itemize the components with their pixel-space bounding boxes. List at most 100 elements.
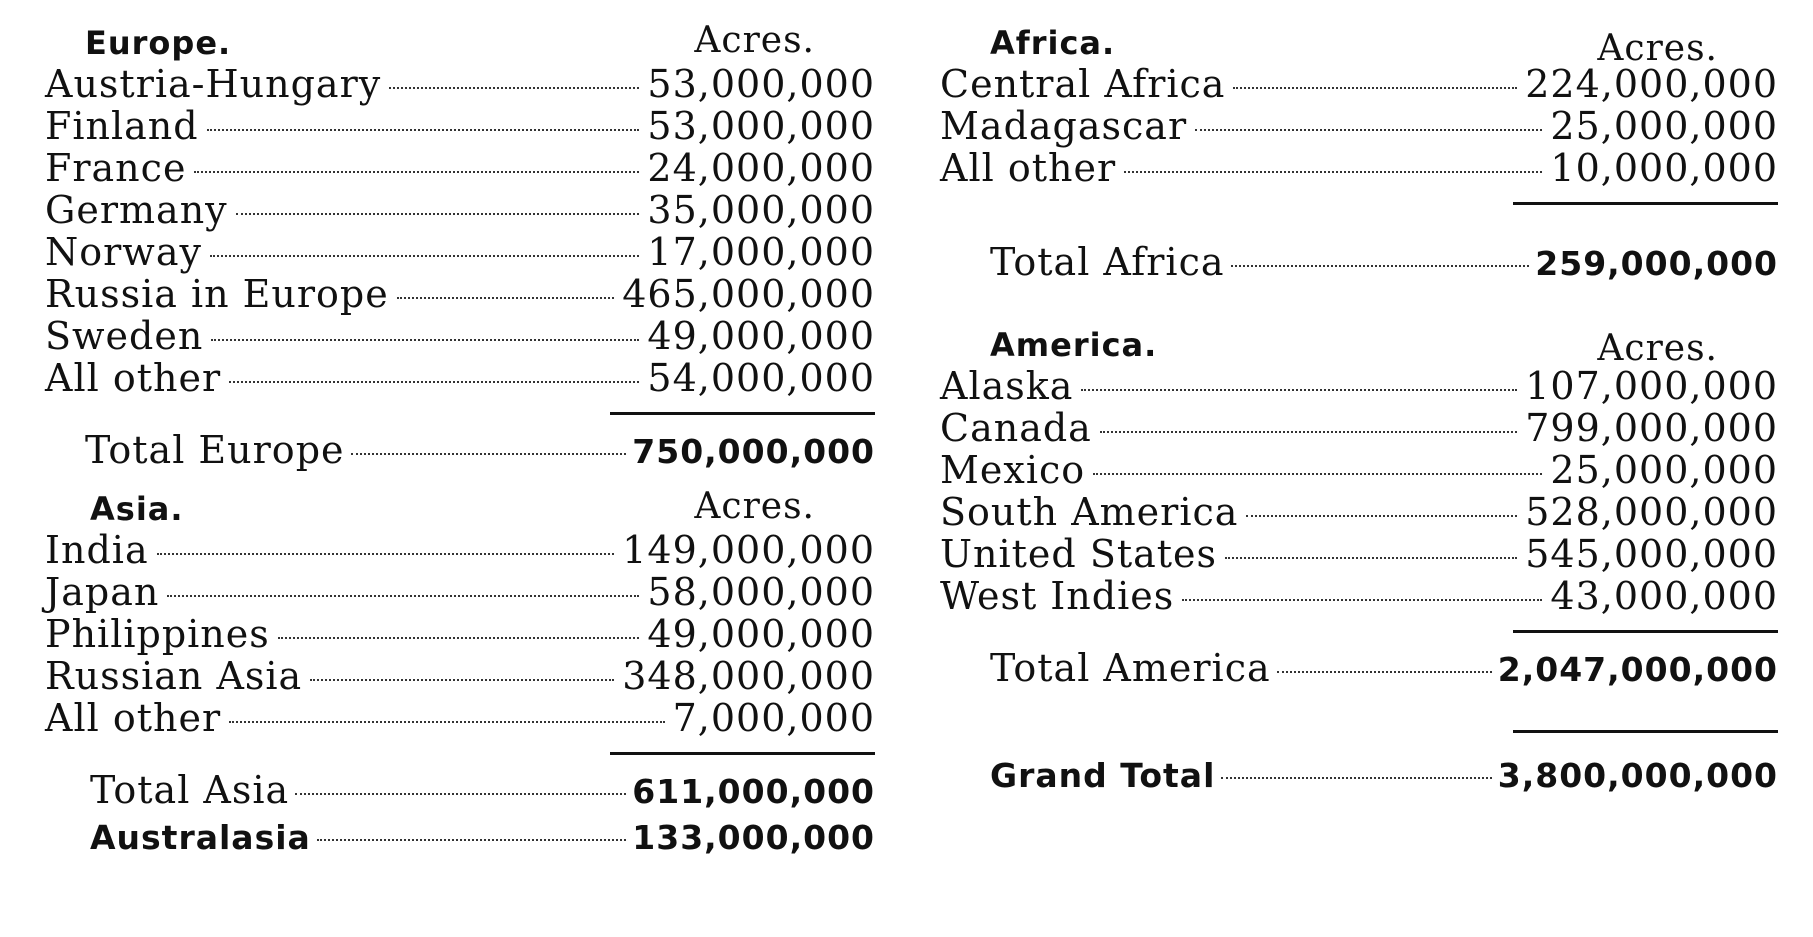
row-value: 53,000,000 [647,62,875,106]
africa-acres-label: Acres. [1597,28,1718,69]
sum-rule-line [610,412,875,415]
row-name: India [45,528,149,572]
dot-leader [211,339,640,341]
row-value: 17,000,000 [647,230,875,274]
america-acres-label: Acres. [1597,328,1718,369]
asia-header: Asia. Acres. [45,484,875,528]
sum-rule-line [1513,202,1778,205]
table-row: Russia in Europe 465,000,000 [45,272,875,316]
row-value: 10,000,000 [1550,146,1778,190]
table-row: France 24,000,000 [45,146,875,190]
dot-leader [1093,473,1543,475]
dot-leader [235,213,640,215]
dot-leader [194,171,640,173]
grand-total-row: Grand Total 3,800,000,000 [940,756,1778,806]
africa-title: Africa. [990,24,1116,62]
row-name: United States [940,532,1218,576]
table-row: Central Africa 224,000,000 [940,62,1778,106]
row-value: 58,000,000 [647,570,875,614]
dot-leader [156,553,615,555]
table-row: West Indies 43,000,000 [940,574,1778,618]
dot-leader [1230,265,1530,267]
row-value: 49,000,000 [647,612,875,656]
dot-leader [389,87,640,89]
africa-sum-rule [940,188,1778,218]
grand-total-label: Grand Total [990,756,1216,795]
dot-leader [310,679,615,681]
row-name: Austria-Hungary [45,62,382,106]
dot-leader [396,297,615,299]
europe-acres-label: Acres. [694,20,815,61]
dot-leader [1225,557,1518,559]
row-name: Russian Asia [45,654,303,698]
table-row: Norway 17,000,000 [45,230,875,274]
row-name: France [45,146,187,190]
grand-total-value: 3,800,000,000 [1497,756,1778,795]
america-total-row: Total America 2,047,000,000 [940,646,1778,696]
asia-sum-rule [45,738,875,768]
dot-leader [1276,671,1492,673]
australasia-value: 133,000,000 [632,818,875,857]
europe-sum-rule [45,398,875,428]
row-value: 35,000,000 [647,188,875,232]
row-name: Norway [45,230,202,274]
row-value: 348,000,000 [622,654,875,698]
table-row: Sweden 49,000,000 [45,314,875,358]
dot-leader [350,453,627,455]
row-name: Sweden [45,314,204,358]
africa-section: Africa. Acres. Central Africa 224,000,000… [940,18,1778,290]
america-sum-rule [940,616,1778,646]
dot-leader [1081,389,1518,391]
total-label: Total Africa [990,240,1225,284]
total-value: 750,000,000 [632,432,875,471]
total-value: 2,047,000,000 [1497,650,1778,689]
left-column: Europe. Acres. Austria-Hungary 53,000,000… [45,18,875,862]
total-label: Total Europe [85,428,345,472]
row-value: 224,000,000 [1525,62,1778,106]
row-name: All other [940,146,1117,190]
dot-leader [1099,431,1518,433]
australasia-label: Australasia [90,818,311,857]
sum-rule-line [1513,730,1778,733]
australasia-row: Australasia 133,000,000 [45,818,875,862]
row-name: Germany [45,188,228,232]
dot-leader [295,793,627,795]
dot-leader [209,255,640,257]
dot-leader [1246,515,1518,517]
table-row: India 149,000,000 [45,528,875,572]
dot-leader [1233,87,1518,89]
total-value: 611,000,000 [632,772,875,811]
dot-leader [167,595,640,597]
row-value: 528,000,000 [1525,490,1778,534]
america-title: America. [990,326,1158,364]
table-row: South America 528,000,000 [940,490,1778,534]
table-row: Canada 799,000,000 [940,406,1778,450]
row-value: 7,000,000 [672,696,875,740]
sum-rule-line [610,752,875,755]
row-value: 54,000,000 [647,356,875,400]
row-value: 149,000,000 [622,528,875,572]
row-value: 799,000,000 [1525,406,1778,450]
sum-rule-line [1513,630,1778,633]
row-name: Mexico [940,448,1086,492]
row-name: All other [45,696,222,740]
america-section: America. Acres. Alaska 107,000,000 Canada… [940,320,1778,806]
dot-leader [277,637,640,639]
dot-leader [1195,129,1543,131]
europe-header: Europe. Acres. [45,18,875,62]
table-row: United States 545,000,000 [940,532,1778,576]
row-value: 25,000,000 [1550,104,1778,148]
africa-total-row: Total Africa 259,000,000 [940,240,1778,290]
asia-title: Asia. [90,490,184,528]
row-name: Russia in Europe [45,272,389,316]
row-value: 465,000,000 [622,272,875,316]
asia-section: Asia. Acres. India 149,000,000 Japan 58,00… [45,484,875,862]
row-name: South America [940,490,1239,534]
spacer [940,218,1778,240]
dot-leader [316,839,627,841]
table-row: Alaska 107,000,000 [940,364,1778,408]
table-row: Philippines 49,000,000 [45,612,875,656]
table-row: All other 7,000,000 [45,696,875,740]
row-name: Alaska [940,364,1074,408]
